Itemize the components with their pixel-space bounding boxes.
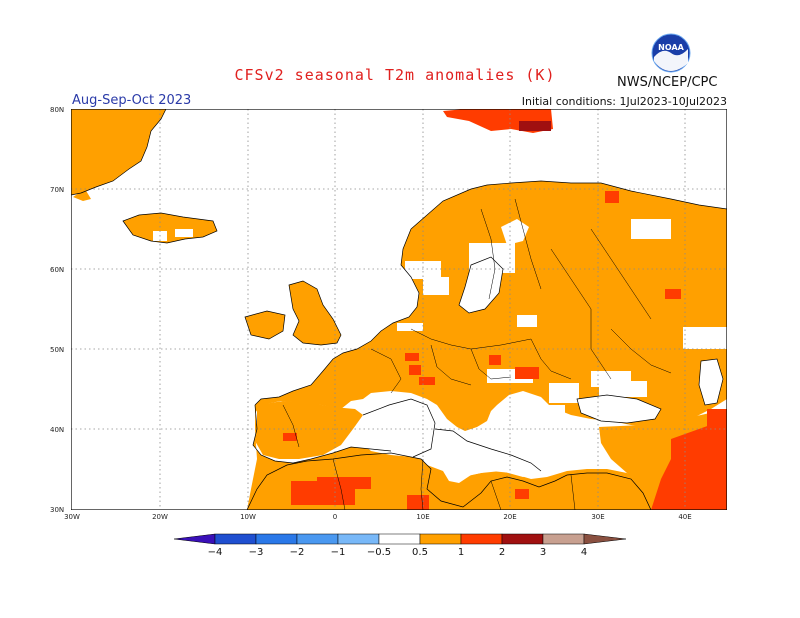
noaa-logo: NOAA (651, 33, 691, 73)
caspian-sea (699, 359, 723, 405)
lat-label-60n: 60N (50, 266, 65, 274)
logo-text: NOAA (658, 43, 684, 52)
colorbar-label-neg2: −2 (289, 547, 305, 558)
initial-conditions-label: Initial conditions: 1Jul2023-10Jul2023 (521, 95, 727, 108)
lat-label-70n: 70N (50, 186, 65, 194)
lon-label-10w: 10W (240, 513, 256, 521)
country-borders (282, 198, 672, 510)
lon-label-20e: 20E (503, 513, 517, 521)
lat-lon-grid (71, 109, 727, 510)
colorbar-label-neg4: −4 (207, 547, 223, 558)
anomaly-map (71, 109, 727, 510)
colorbar-label-neg1: −1 (330, 547, 346, 558)
colorbar-label-3: 3 (539, 547, 547, 558)
lon-label-10e: 10E (416, 513, 430, 521)
colorbar-label-neg3: −3 (248, 547, 264, 558)
lon-label-30w: 30W (64, 513, 80, 521)
baltic-sea (459, 257, 503, 313)
lat-label-50n: 50N (50, 346, 65, 354)
ireland-region (245, 311, 285, 339)
iberia-region (255, 401, 363, 459)
colorbar (174, 533, 626, 545)
lat-label-80n: 80N (50, 106, 65, 114)
iceland-region (123, 213, 217, 243)
lon-label-20w: 20W (152, 513, 168, 521)
colorbar-label-1: 1 (457, 547, 465, 558)
lat-label-30n: 30N (50, 506, 65, 514)
greenland-region (71, 109, 166, 195)
mediterranean-sea (357, 399, 435, 457)
colorbar-label-neg0-5: −0.5 (366, 547, 392, 558)
colorbar-label-2: 2 (498, 547, 506, 558)
coastlines (71, 109, 727, 510)
uk-region (289, 281, 341, 345)
organization-label: NWS/NCEP/CPC (617, 75, 718, 90)
lon-label-0: 0 (332, 513, 338, 521)
europe-region (247, 181, 727, 510)
lat-label-40n: 40N (50, 426, 65, 434)
lon-label-30e: 30E (591, 513, 605, 521)
chart-title: CFSv2 seasonal T2m anomalies (K) (234, 66, 556, 84)
colorbar-label-4: 4 (580, 547, 588, 558)
lon-label-40e: 40E (678, 513, 692, 521)
season-label: Aug-Sep-Oct 2023 (72, 93, 192, 108)
colorbar-label-0-5: 0.5 (412, 547, 428, 558)
